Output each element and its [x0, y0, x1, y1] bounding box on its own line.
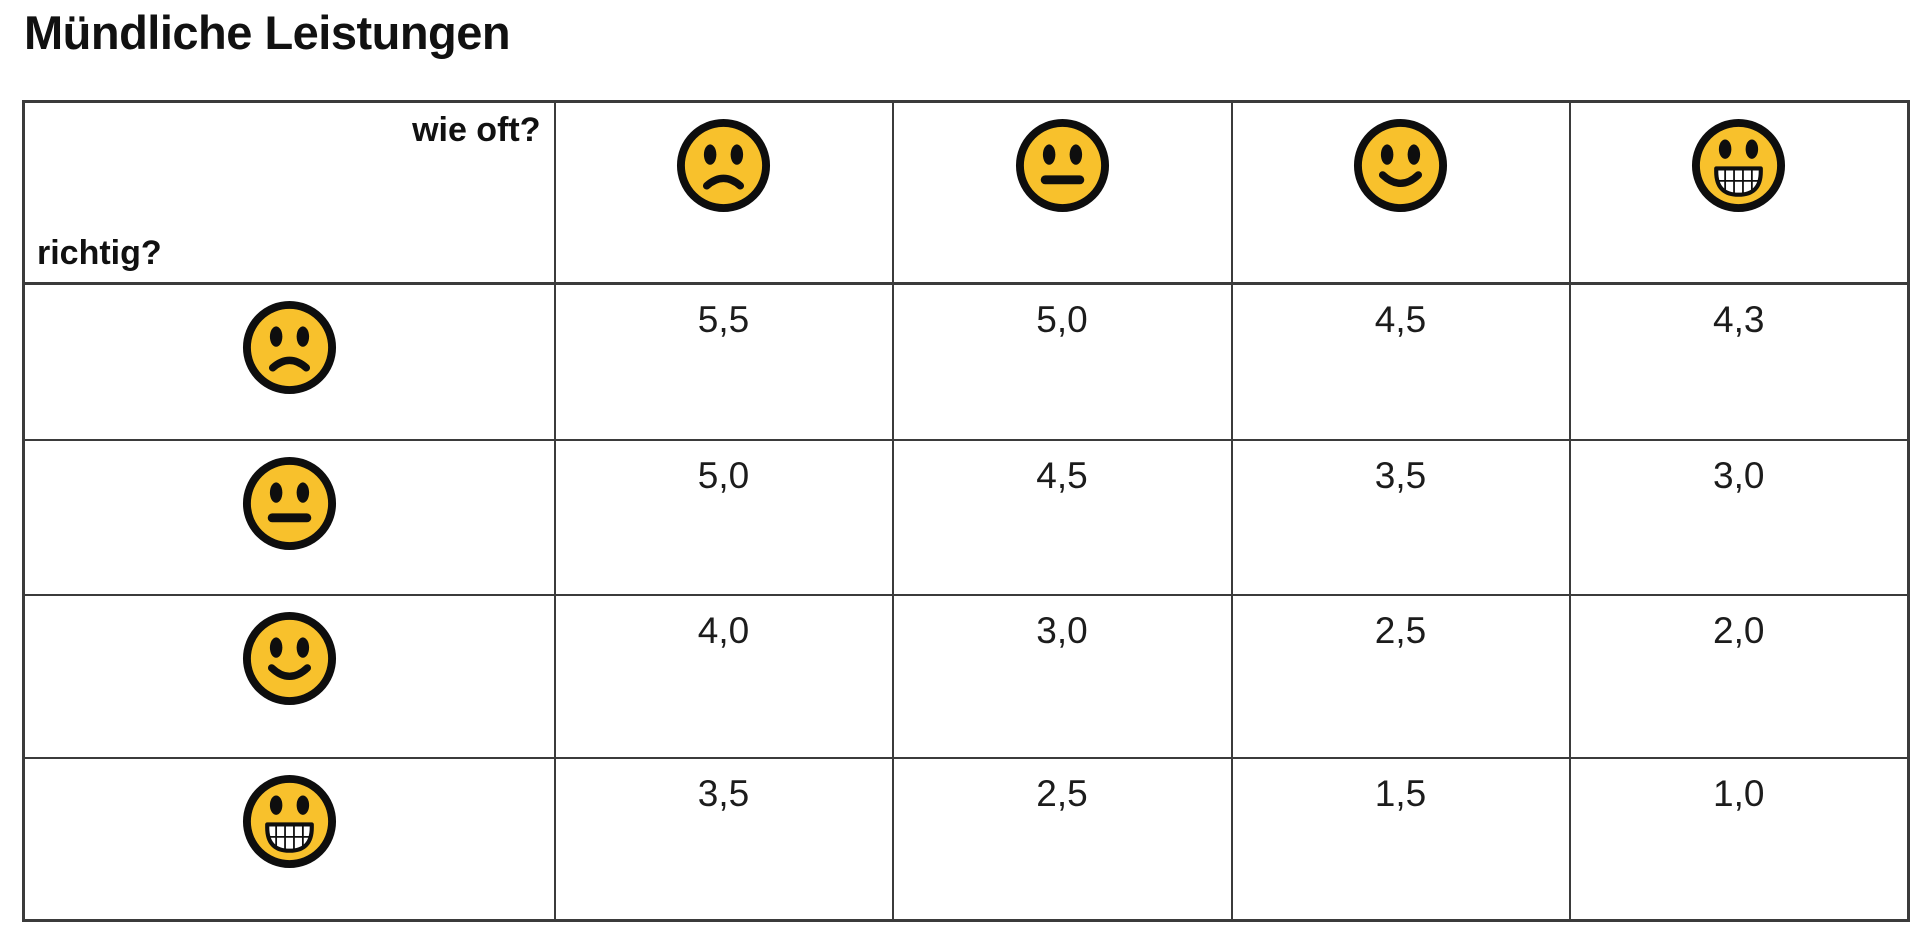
grade-value: 3,5 — [697, 772, 750, 814]
grinning-face-icon — [240, 772, 339, 871]
grade-value: 4,3 — [1713, 299, 1765, 340]
grade-value: 5,0 — [1036, 299, 1088, 340]
grade-cell: 5,5 — [553, 282, 894, 441]
column-header-cell — [1568, 100, 1910, 285]
table-row: 5,0 4,5 3,5 3,0 — [22, 438, 1910, 596]
grade-cell: 5,0 — [891, 282, 1233, 441]
column-header-cell — [891, 100, 1233, 285]
neutral-face-icon — [1013, 116, 1112, 215]
table-row: 3,5 2,5 1,5 1,0 — [22, 756, 1910, 922]
column-header-cell — [1230, 100, 1571, 285]
row-header-cell — [22, 593, 556, 759]
column-header-cell — [553, 100, 894, 285]
page-title: Mündliche Leistungen — [24, 6, 511, 59]
grade-value: 3,0 — [1713, 454, 1765, 496]
grade-cell: 3,5 — [1230, 438, 1571, 596]
row-header-cell — [22, 756, 556, 922]
grade-value: 2,5 — [1374, 609, 1427, 651]
row-header-cell — [22, 282, 556, 441]
grade-cell: 2,0 — [1568, 593, 1910, 759]
grade-value: 3,0 — [1036, 609, 1088, 651]
grade-value: 4,5 — [1374, 299, 1427, 340]
grinning-face-icon — [1689, 116, 1788, 215]
grade-cell: 1,5 — [1230, 756, 1571, 922]
grade-cell: 4,3 — [1568, 282, 1910, 441]
slightly-smiling-face-icon — [1351, 116, 1450, 215]
grade-cell: 5,0 — [553, 438, 894, 596]
neutral-face-icon — [240, 454, 339, 553]
grade-cell: 3,5 — [553, 756, 894, 922]
wie-oft-label: wie oft? — [412, 111, 541, 149]
grade-cell: 4,5 — [1230, 282, 1571, 441]
grade-value: 1,5 — [1374, 772, 1427, 814]
grade-cell: 1,0 — [1568, 756, 1910, 922]
grade-value: 5,0 — [697, 454, 750, 496]
grading-table: wie oft? richtig? — [22, 100, 1910, 922]
grade-cell: 4,5 — [891, 438, 1233, 596]
grade-value: 4,0 — [697, 609, 750, 651]
table-header-row: wie oft? richtig? — [22, 100, 1910, 285]
grade-value: 2,0 — [1713, 609, 1765, 651]
grade-cell: 2,5 — [1230, 593, 1571, 759]
grade-cell: 3,0 — [1568, 438, 1910, 596]
frowning-face-icon — [674, 116, 773, 215]
grade-value: 2,5 — [1036, 772, 1088, 814]
table-row: 5,5 5,0 4,5 4,3 — [22, 282, 1910, 441]
corner-cell: wie oft? richtig? — [22, 100, 556, 285]
table-row: 4,0 3,0 2,5 2,0 — [22, 593, 1910, 759]
grade-value: 3,5 — [1374, 454, 1427, 496]
grade-cell: 2,5 — [891, 756, 1233, 922]
grade-cell: 4,0 — [553, 593, 894, 759]
grade-cell: 3,0 — [891, 593, 1233, 759]
richtig-label: richtig? — [37, 234, 162, 272]
grade-value: 1,0 — [1713, 772, 1765, 814]
grade-value: 4,5 — [1036, 454, 1088, 496]
frowning-face-icon — [240, 298, 339, 397]
row-header-cell — [22, 438, 556, 596]
grade-value: 5,5 — [697, 299, 750, 340]
slightly-smiling-face-icon — [240, 609, 339, 708]
